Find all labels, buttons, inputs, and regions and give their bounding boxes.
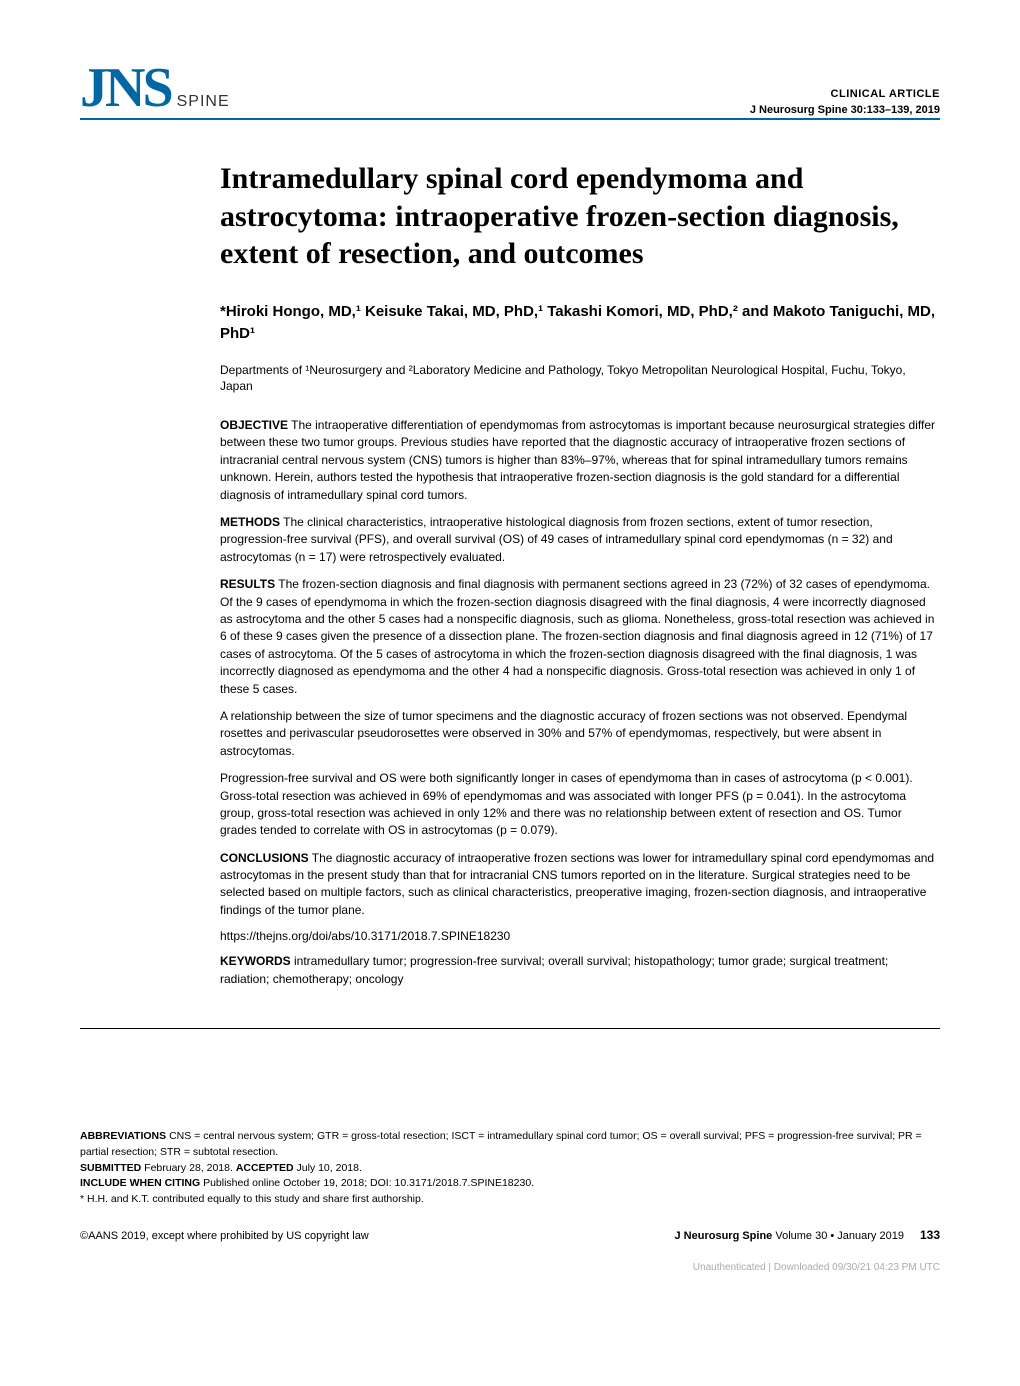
abstract-methods: METHODS The clinical characteristics, in…: [220, 514, 940, 566]
abstract-objective: OBJECTIVE The intraoperative differentia…: [220, 417, 940, 504]
results-p1-text: The frozen-section diagnosis and final d…: [220, 577, 934, 695]
copyright: ©AANS 2019, except where prohibited by U…: [80, 1230, 369, 1242]
section-divider: [80, 1028, 940, 1029]
footer-meta: ABBREVIATIONS CNS = central nervous syst…: [80, 1129, 940, 1208]
accepted-text: July 10, 2018.: [294, 1162, 362, 1174]
contribution-note: * H.H. and K.T. contributed equally to t…: [80, 1192, 940, 1208]
authors: *Hiroki Hongo, MD,¹ Keisuke Takai, MD, P…: [220, 301, 940, 346]
article-title: Intramedullary spinal cord ependymoma an…: [220, 160, 940, 273]
citing-label: INCLUDE WHEN CITING: [80, 1177, 200, 1189]
methods-label: METHODS: [220, 515, 280, 529]
page-ref-journal: J Neurosurg Spine: [675, 1230, 773, 1242]
submitted-label: SUBMITTED: [80, 1162, 141, 1174]
submitted-line: SUBMITTED February 28, 2018. ACCEPTED Ju…: [80, 1161, 940, 1177]
affiliations: Departments of ¹Neurosurgery and ²Labora…: [220, 362, 940, 396]
page-number: 133: [920, 1228, 940, 1242]
abbreviations-label: ABBREVIATIONS: [80, 1130, 166, 1142]
page-ref-volume: Volume 30 • January 2019: [772, 1230, 904, 1242]
keywords: KEYWORDS intramedullary tumor; progressi…: [220, 953, 940, 988]
accepted-label: ACCEPTED: [236, 1162, 294, 1174]
journal-ref: J Neurosurg Spine 30:133–139, 2019: [750, 104, 940, 116]
abstract-conclusions: CONCLUSIONS The diagnostic accuracy of i…: [220, 850, 940, 920]
page-ref: J Neurosurg Spine Volume 30 • January 20…: [675, 1228, 941, 1242]
abstract-results-p1: RESULTS The frozen-section diagnosis and…: [220, 576, 940, 698]
header-row: JNS SPINE CLINICAL ARTICLE J Neurosurg S…: [80, 60, 940, 120]
header-right: CLINICAL ARTICLE J Neurosurg Spine 30:13…: [750, 88, 940, 116]
download-watermark: Unauthenticated | Downloaded 09/30/21 04…: [80, 1262, 940, 1273]
conclusions-text: The diagnostic accuracy of intraoperativ…: [220, 851, 934, 917]
article-type: CLINICAL ARTICLE: [750, 88, 940, 100]
conclusions-label: CONCLUSIONS: [220, 851, 309, 865]
submitted-text: February 28, 2018.: [141, 1162, 236, 1174]
content-column: Intramedullary spinal cord ependymoma an…: [220, 160, 940, 1273]
keywords-text: intramedullary tumor; progression-free s…: [220, 954, 888, 985]
logo-sub: SPINE: [177, 93, 230, 111]
bottom-row: ©AANS 2019, except where prohibited by U…: [80, 1228, 940, 1242]
citing-line: INCLUDE WHEN CITING Published online Oct…: [80, 1176, 940, 1192]
logo-main: JNS: [80, 60, 171, 116]
objective-label: OBJECTIVE: [220, 418, 288, 432]
abstract-results-p2: A relationship between the size of tumor…: [220, 708, 940, 760]
journal-logo: JNS SPINE: [80, 60, 230, 116]
doi-link[interactable]: https://thejns.org/doi/abs/10.3171/2018.…: [220, 929, 940, 943]
abstract-results-p3: Progression-free survival and OS were bo…: [220, 770, 940, 840]
abbreviations-text: CNS = central nervous system; GTR = gros…: [80, 1130, 922, 1158]
citing-text: Published online October 19, 2018; DOI: …: [200, 1177, 534, 1189]
results-label: RESULTS: [220, 577, 275, 591]
objective-text: The intraoperative differentiation of ep…: [220, 418, 935, 502]
methods-text: The clinical characteristics, intraopera…: [220, 515, 893, 564]
abbreviations-line: ABBREVIATIONS CNS = central nervous syst…: [80, 1129, 940, 1161]
keywords-label: KEYWORDS: [220, 954, 291, 968]
